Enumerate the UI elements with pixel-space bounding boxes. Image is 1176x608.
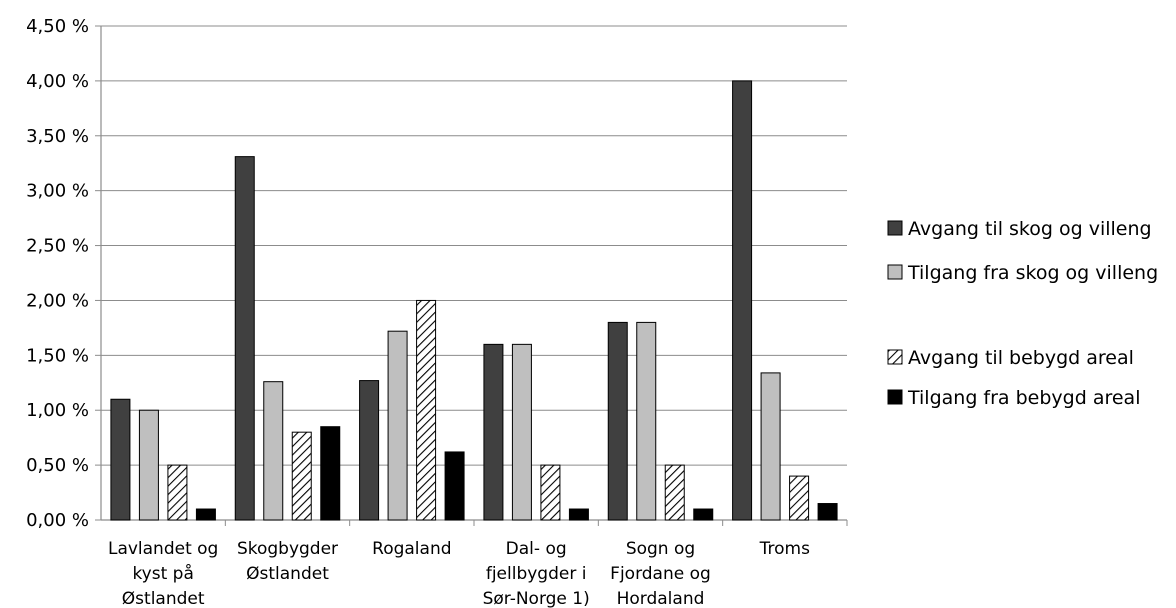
bar xyxy=(138,409,159,521)
category-label: Sør-Norge 1) xyxy=(483,589,590,608)
bar xyxy=(817,503,838,521)
bar xyxy=(416,299,437,521)
bar xyxy=(693,508,714,521)
category-label: Sogn og xyxy=(626,539,695,559)
gridlines xyxy=(101,25,847,466)
category-label: Troms xyxy=(759,539,810,559)
category-label: fjellbygder i xyxy=(486,564,587,584)
y-tick-label: 2,50 % xyxy=(26,236,89,257)
bar xyxy=(263,381,284,521)
category-label: Fjordane og xyxy=(610,564,711,584)
category-label: Lavlandet og xyxy=(108,539,218,559)
category-label: Østlandet xyxy=(246,564,329,584)
bar xyxy=(291,431,312,521)
legend-label: Tilgang fra skog og villeng xyxy=(907,262,1158,284)
bar xyxy=(540,464,561,521)
bar xyxy=(664,464,685,521)
bar xyxy=(167,464,188,521)
category-label: Rogaland xyxy=(372,539,451,559)
category-label: kyst på xyxy=(132,563,193,584)
bar xyxy=(511,343,532,521)
bar xyxy=(387,330,408,521)
category-label: Hordaland xyxy=(617,589,705,608)
bar xyxy=(359,380,380,521)
y-tick-label: 3,50 % xyxy=(26,126,89,147)
bar xyxy=(320,426,341,521)
bar xyxy=(568,508,589,521)
category-label: Dal- og xyxy=(506,539,567,559)
legend-label: Avgang til bebygd areal xyxy=(908,347,1134,369)
y-tick-label: 4,50 % xyxy=(26,16,89,37)
axes xyxy=(95,25,848,526)
bar xyxy=(607,321,628,521)
y-tick-label: 1,00 % xyxy=(26,400,89,421)
bar xyxy=(789,475,810,521)
legend-swatch xyxy=(887,389,903,405)
bar xyxy=(483,343,504,521)
legend-label: Tilgang fra bebygd areal xyxy=(907,387,1140,409)
axis-labels: 0,00 % 0,50 % 1,00 % 1,50 % 2,00 % 2,50 % 3,00… xyxy=(26,16,810,608)
legend-label: Avgang til skog og villeng xyxy=(908,218,1152,240)
bar xyxy=(636,321,657,521)
y-tick-label: 4,00 % xyxy=(26,71,89,92)
y-tick-label: 3,00 % xyxy=(26,181,89,202)
legend-swatch xyxy=(887,264,903,280)
y-tick-label: 1,50 % xyxy=(26,345,89,366)
category-label: Østlandet xyxy=(122,589,205,608)
bar xyxy=(234,156,255,521)
y-tick-label: 2,00 % xyxy=(26,290,89,311)
legend: Avgang til skog og villeng Tilgang fra sk… xyxy=(887,218,1158,409)
bars xyxy=(110,80,838,521)
y-tick-label: 0,00 % xyxy=(26,510,89,531)
bar xyxy=(760,372,781,521)
legend-swatch xyxy=(887,220,903,236)
bar xyxy=(110,398,131,521)
legend-swatch xyxy=(887,349,903,365)
bar xyxy=(195,508,216,521)
bar xyxy=(444,451,465,521)
category-label: Skogbygder xyxy=(237,539,338,559)
y-tick-label: 0,50 % xyxy=(26,455,89,476)
bar xyxy=(732,80,753,521)
